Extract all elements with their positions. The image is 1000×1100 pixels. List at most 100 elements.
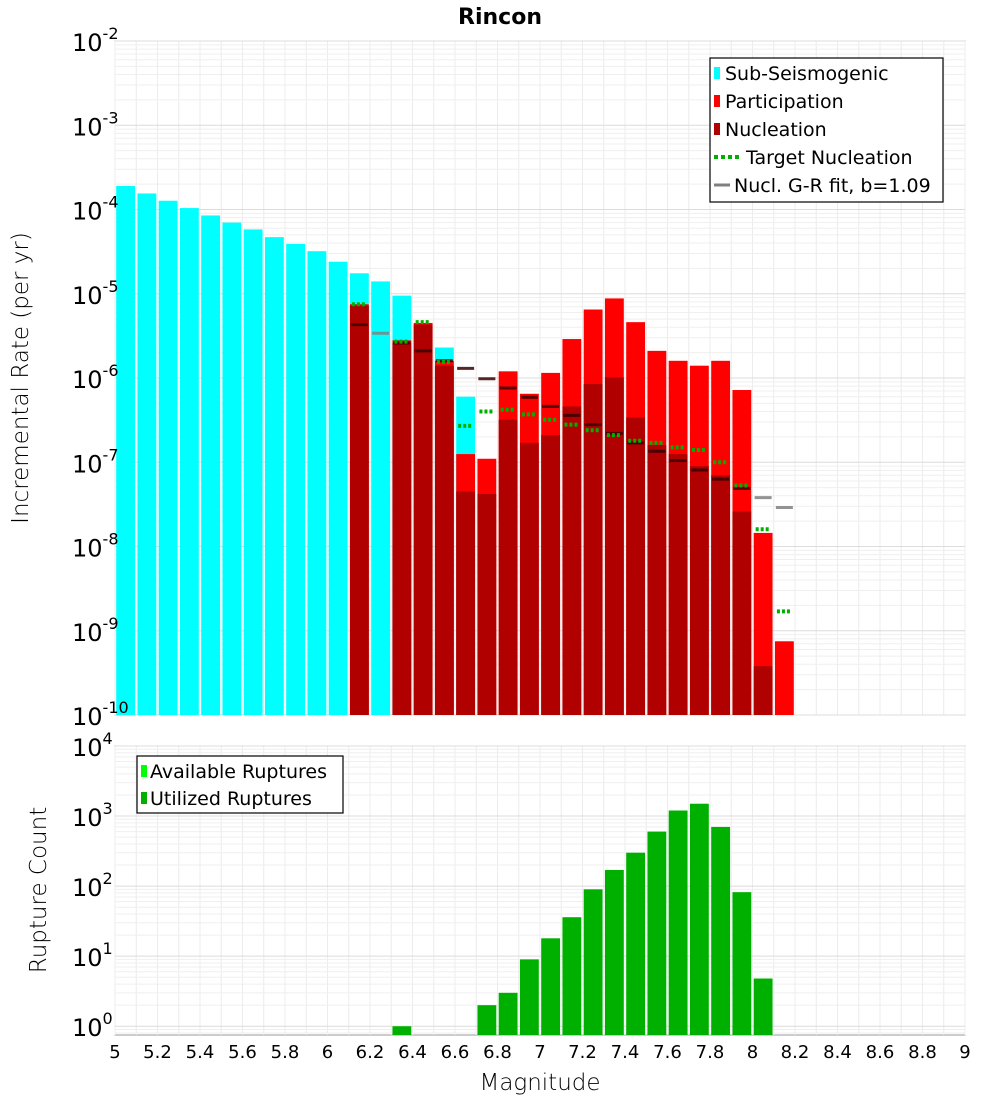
bar-nucleation: [349, 305, 369, 715]
y-tick-label: 10-9: [72, 614, 119, 647]
count-y-axis-label: Rupture Count: [26, 807, 52, 973]
legend-label-utilized: Utilized Ruptures: [150, 788, 312, 810]
rate-y-tick-labels: 10-10 10-9 10-8 10-7 10-6 10-5 10-4 10-3 10-2: [72, 24, 129, 731]
bar-utilized-ruptures: [753, 978, 773, 1035]
rate-legend: Sub-Seismogenic Participation Nucleation…: [709, 57, 944, 203]
count-bars: [392, 803, 773, 1035]
bar-nucleation: [626, 417, 646, 715]
y-tick-label: 10-8: [72, 530, 119, 563]
legend-swatch-nucleation: [714, 123, 720, 135]
bar-utilized-ruptures: [392, 1026, 412, 1035]
legend-label-participation: Participation: [725, 91, 844, 113]
y-tick-label: 10-4: [72, 193, 119, 226]
count-grid: [114, 745, 966, 1035]
bar-utilized-ruptures: [647, 831, 667, 1035]
x-tick-label: 7: [534, 1042, 545, 1063]
bar-sub-seismogenic: [179, 208, 199, 715]
bar-nucleation: [604, 377, 624, 715]
bar-utilized-ruptures: [583, 889, 603, 1035]
x-tick-label: 6.2: [356, 1042, 385, 1063]
bar-sub-seismogenic: [158, 200, 178, 716]
x-tick-label: 9: [959, 1042, 970, 1063]
bar-nucleation: [562, 406, 582, 715]
y-tick-label: 10-7: [72, 445, 119, 478]
bar-nucleation: [541, 435, 561, 715]
bar-nucleation: [434, 365, 454, 715]
bar-sub-seismogenic: [307, 251, 327, 716]
bar-nucleation: [647, 445, 667, 715]
legend-label-target-nucleation: Target Nucleation: [745, 147, 913, 169]
x-tick-label: 5.4: [186, 1042, 215, 1063]
x-tick-label: 7.2: [568, 1042, 597, 1063]
legend-swatch-available: [141, 765, 147, 777]
bar-nucleation: [456, 491, 476, 715]
y-tick-label: 10-6: [72, 361, 119, 394]
bar-utilized-ruptures: [626, 852, 646, 1035]
x-tick-label: 6.6: [441, 1042, 470, 1063]
bar-utilized-ruptures: [689, 803, 709, 1035]
bar-sub-seismogenic: [371, 281, 391, 715]
x-tick-label: 8.6: [866, 1042, 895, 1063]
bar-utilized-ruptures: [732, 892, 752, 1035]
x-tick-label: 8: [747, 1042, 758, 1063]
bar-nucleation: [519, 442, 539, 715]
y-tick-label: 104: [72, 729, 113, 762]
x-tick-label: 6.8: [483, 1042, 512, 1063]
bar-sub-seismogenic: [201, 215, 221, 715]
bar-sub-seismogenic: [328, 261, 348, 715]
bar-participation: [774, 641, 794, 715]
bar-utilized-ruptures: [477, 1005, 497, 1035]
bar-nucleation: [498, 419, 518, 715]
bar-nucleation: [583, 383, 603, 715]
y-tick-label: 102: [72, 869, 113, 902]
bar-nucleation: [392, 343, 412, 715]
bar-sub-seismogenic: [264, 237, 284, 715]
x-tick-label: 8.4: [823, 1042, 852, 1063]
legend-swatch-sub-seismogenic: [714, 67, 720, 79]
legend-label-available: Available Ruptures: [150, 761, 327, 783]
x-tick-label: 6.4: [398, 1042, 427, 1063]
bar-utilized-ruptures: [562, 917, 582, 1035]
bar-utilized-ruptures: [498, 992, 518, 1035]
y-tick-label: 103: [72, 799, 113, 832]
legend-label-gr-fit: Nucl. G-R fit, b=1.09: [734, 175, 931, 197]
x-tick-labels: 5 5.2 5.4 5.6 5.8 6 6.2 6.4 6.6 6.8 7 7.2 7.4 7.6 7.8 8…: [109, 1042, 970, 1063]
x-tick-label: 5.8: [271, 1042, 300, 1063]
bar-nucleation: [711, 475, 731, 715]
bar-nucleation: [689, 466, 709, 715]
bar-nucleation: [732, 511, 752, 715]
x-tick-label: 5: [109, 1042, 120, 1063]
y-tick-label: 10-5: [72, 277, 119, 310]
bar-sub-seismogenic: [286, 243, 306, 715]
bar-nucleation: [668, 454, 688, 715]
x-tick-label: 8.8: [908, 1042, 937, 1063]
x-tick-label: 7.6: [653, 1042, 682, 1063]
rate-legend-box: [709, 57, 944, 203]
x-tick-label: 7.4: [611, 1042, 640, 1063]
bar-utilized-ruptures: [711, 826, 731, 1035]
y-tick-label: 101: [72, 939, 113, 972]
bar-utilized-ruptures: [604, 869, 624, 1035]
rate-y-axis-label: Incremental Rate (per yr): [8, 232, 34, 524]
bar-utilized-ruptures: [541, 938, 561, 1035]
bar-sub-seismogenic: [116, 186, 136, 715]
count-legend: Available Ruptures Utilized Ruptures: [136, 755, 344, 814]
legend-swatch-participation: [714, 95, 720, 107]
legend-label-sub-seismogenic: Sub-Seismogenic: [725, 63, 889, 85]
y-tick-label: 10-10: [72, 698, 129, 731]
bar-utilized-ruptures: [668, 810, 688, 1035]
y-tick-label: 100: [72, 1009, 113, 1042]
x-tick-label: 6: [322, 1042, 333, 1063]
bar-utilized-ruptures: [519, 959, 539, 1035]
bar-nucleation: [477, 493, 497, 715]
y-tick-label: 10-2: [72, 24, 119, 57]
count-y-tick-labels: 100 101 102 103 104: [72, 729, 113, 1042]
chart-title: Rincon: [458, 5, 542, 30]
bar-sub-seismogenic: [222, 222, 242, 716]
count-legend-box: [136, 755, 344, 814]
x-axis-label: Magnitude: [479, 1070, 600, 1096]
x-tick-label: 5.2: [143, 1042, 172, 1063]
x-tick-label: 5.6: [228, 1042, 257, 1063]
count-panel: 100 101 102 103 104 5 5.2 5.4 5.6 5.8 6 6.2 6.4 6.6 6…: [26, 729, 971, 1096]
